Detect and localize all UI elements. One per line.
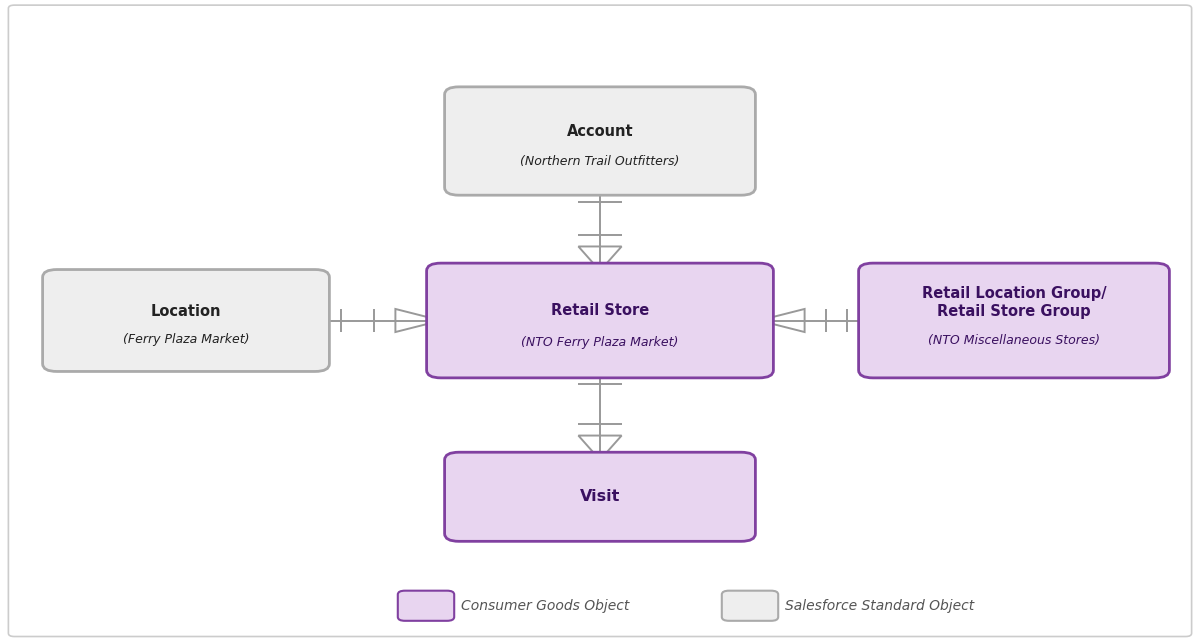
Text: Retail Store: Retail Store [551, 303, 649, 318]
Text: Consumer Goods Object: Consumer Goods Object [462, 599, 630, 613]
FancyBboxPatch shape [859, 263, 1170, 378]
Text: Visit: Visit [580, 489, 620, 504]
FancyBboxPatch shape [43, 269, 329, 371]
FancyBboxPatch shape [445, 87, 756, 195]
Text: (NTO Miscellaneous Stores): (NTO Miscellaneous Stores) [928, 334, 1100, 347]
FancyBboxPatch shape [445, 453, 756, 541]
FancyBboxPatch shape [427, 263, 774, 378]
Text: Retail Location Group/
Retail Store Group: Retail Location Group/ Retail Store Grou… [922, 287, 1106, 319]
FancyBboxPatch shape [397, 591, 454, 620]
Text: (NTO Ferry Plaza Market): (NTO Ferry Plaza Market) [521, 336, 679, 349]
Text: (Ferry Plaza Market): (Ferry Plaza Market) [122, 333, 250, 346]
Text: Location: Location [151, 304, 221, 319]
Text: (Northern Trail Outfitters): (Northern Trail Outfitters) [521, 155, 679, 168]
Text: Account: Account [566, 124, 634, 139]
FancyBboxPatch shape [722, 591, 779, 620]
Text: Salesforce Standard Object: Salesforce Standard Object [785, 599, 974, 613]
